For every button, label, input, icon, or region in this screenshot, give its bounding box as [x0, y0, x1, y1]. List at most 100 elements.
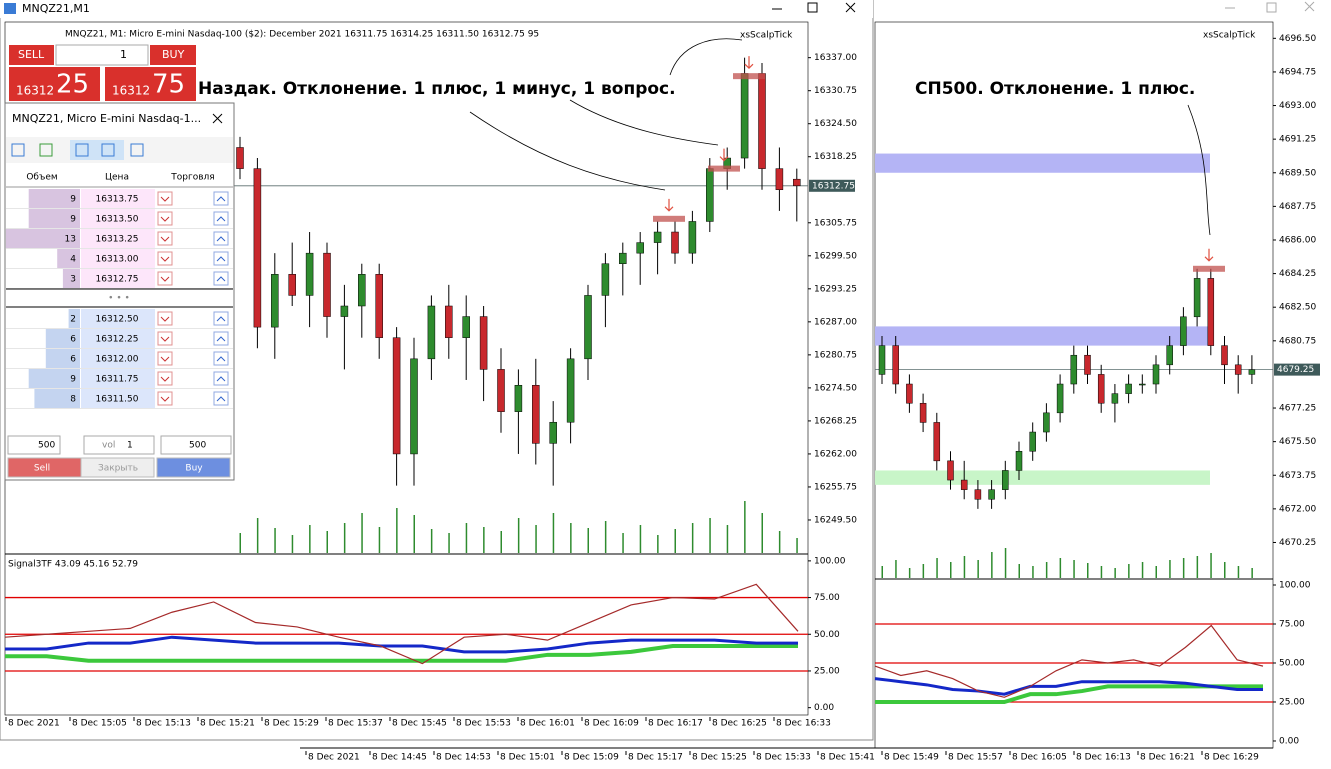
close-btn[interactable] — [80, 457, 155, 478]
buy-limit[interactable] — [213, 391, 229, 406]
sell-limit[interactable] — [157, 191, 173, 206]
price-label: 16293.25 — [814, 284, 857, 294]
signal-level — [733, 73, 765, 80]
candle-body — [758, 73, 766, 169]
buy-limit[interactable] — [213, 331, 229, 346]
toolbar-icon[interactable] — [75, 143, 89, 157]
buy-limit[interactable] — [213, 251, 229, 266]
sell-limit[interactable] — [157, 231, 173, 246]
price-label: 4672.00 — [1279, 504, 1316, 514]
volume-bar — [62, 269, 80, 288]
volume-bar — [1032, 566, 1034, 578]
sell-limit[interactable] — [157, 311, 173, 326]
indicator-line — [874, 677, 1263, 696]
buy-button[interactable] — [150, 45, 196, 65]
candle-body — [566, 358, 575, 423]
indicator-line — [5, 635, 798, 654]
chev — [216, 336, 226, 342]
volume-bar — [691, 523, 694, 553]
volume-bar — [709, 518, 711, 553]
volume-bar — [895, 560, 897, 578]
toolbar-icon[interactable] — [101, 143, 115, 157]
sell-limit[interactable] — [157, 251, 173, 266]
spin-box[interactable] — [160, 435, 232, 455]
time-label: 8 Dec 16:01 — [520, 719, 575, 729]
candle-body — [1248, 369, 1256, 375]
bid-box[interactable] — [9, 67, 100, 101]
buy-limit[interactable] — [213, 271, 229, 286]
chev — [216, 256, 226, 262]
volume-bar — [396, 508, 398, 553]
candle-body — [906, 383, 913, 404]
time-label: 8 Dec 15:45 — [392, 719, 447, 729]
time-label: 8 Dec 2021 — [308, 753, 360, 763]
time-label: 8 Dec 16:13 — [1076, 753, 1131, 763]
price-label: 16249.50 — [814, 515, 857, 525]
sell-limit[interactable] — [157, 351, 173, 366]
signal-arrow — [1204, 248, 1214, 262]
separator: • • • — [108, 294, 130, 304]
window-title: MNQZ21,M1 — [22, 2, 90, 15]
volume: 8 — [70, 395, 76, 405]
price: 16313.25 — [96, 235, 139, 245]
volume-bar — [922, 564, 925, 578]
volume-bar — [622, 533, 624, 553]
sell-limit[interactable] — [157, 211, 173, 226]
buy-limit[interactable] — [213, 231, 229, 246]
sell-limit[interactable] — [157, 371, 173, 386]
candle-body — [1207, 278, 1215, 346]
time-label: 8 Dec 15:09 — [564, 753, 619, 763]
volume-bar — [413, 515, 415, 553]
volume-bar — [991, 552, 993, 578]
price-label: 4689.50 — [1279, 168, 1316, 178]
volume-bar — [309, 525, 311, 553]
sell-limit[interactable] — [157, 271, 173, 286]
price-label: 4682.50 — [1279, 303, 1316, 313]
buy-btn[interactable] — [156, 457, 231, 478]
sell-limit[interactable] — [157, 391, 173, 406]
chev — [216, 376, 226, 382]
toolbar-icon[interactable] — [130, 143, 144, 157]
price: 16312.75 — [96, 275, 139, 285]
buy-limit[interactable] — [213, 311, 229, 326]
price: 16311.50 — [96, 395, 139, 405]
sell-button[interactable] — [9, 45, 54, 65]
time-label: 8 Dec 15:21 — [200, 719, 255, 729]
volume-bar — [1141, 562, 1144, 578]
buy-limit[interactable] — [213, 191, 229, 206]
volume-bar — [1210, 553, 1212, 578]
dom-header: Торговля — [170, 173, 214, 183]
buy-limit[interactable] — [213, 351, 229, 366]
toolbar-icon[interactable] — [11, 143, 25, 157]
volume-bar — [1045, 562, 1048, 578]
volume-bar — [1087, 563, 1089, 578]
window-controls — [772, 2, 856, 13]
signal-level — [653, 215, 685, 222]
chev — [160, 396, 170, 402]
volume-bar — [796, 538, 798, 553]
sell-limit[interactable] — [157, 331, 173, 346]
candle-body — [305, 252, 314, 296]
volume-bar — [465, 523, 468, 553]
sell-label: SELL — [18, 48, 45, 61]
chev — [160, 256, 170, 262]
volume: 6 — [70, 355, 76, 365]
price-label: 4670.25 — [1279, 538, 1316, 548]
volume-bar — [448, 533, 450, 553]
ask-box[interactable] — [105, 67, 196, 101]
lots-box[interactable] — [55, 44, 149, 66]
time-label: 8 Dec 16:17 — [648, 719, 703, 729]
candle-body — [253, 168, 262, 328]
buy-limit[interactable] — [213, 211, 229, 226]
ask-pips: 75 — [152, 70, 185, 100]
candle-body — [653, 231, 662, 243]
price-label: 4687.75 — [1279, 202, 1316, 212]
volume-bar — [378, 527, 381, 553]
time-label: 8 Dec 15:17 — [628, 753, 683, 763]
buy-limit[interactable] — [213, 371, 229, 386]
spin-box[interactable] — [7, 435, 61, 455]
volume-bar — [239, 533, 241, 553]
spin-box[interactable] — [83, 435, 155, 455]
toolbar-icon[interactable] — [39, 143, 53, 157]
